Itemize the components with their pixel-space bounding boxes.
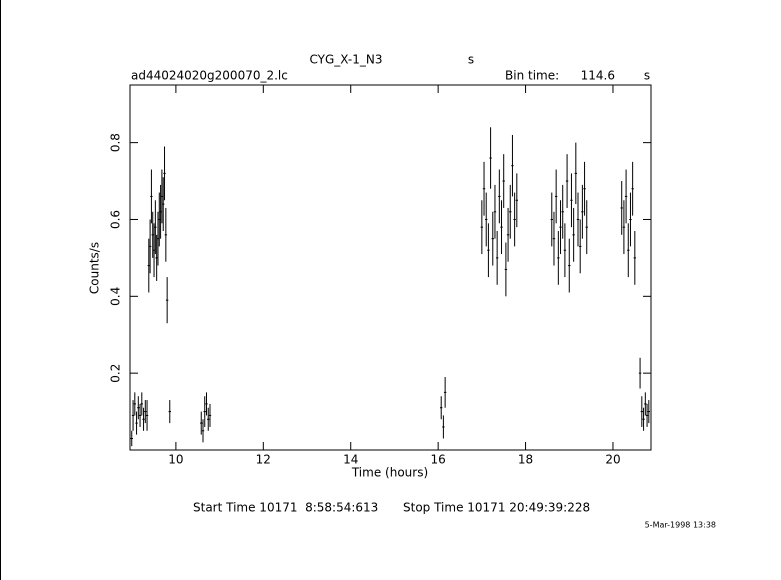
start-time: Start Time 10171 8:58:54:613 bbox=[193, 501, 378, 515]
bin-time: 114.6 bbox=[581, 69, 615, 83]
x-axis-label: Time (hours) bbox=[351, 466, 428, 480]
x-tick-label: 18 bbox=[518, 453, 533, 467]
bin-time-label: Bin time: bbox=[505, 69, 559, 83]
y-tick-label: 0.6 bbox=[109, 210, 123, 229]
x-tick-label: 20 bbox=[605, 453, 620, 467]
y-tick-label: 0.4 bbox=[109, 287, 123, 306]
plot-frame bbox=[129, 84, 652, 451]
y-tick-label: 0.8 bbox=[109, 133, 123, 152]
y-tick-label: 0.2 bbox=[109, 364, 123, 383]
chart-title: CYG_X-1_N3 bbox=[310, 53, 383, 67]
x-tick-label: 12 bbox=[256, 453, 271, 467]
x-tick-label: 14 bbox=[343, 453, 358, 467]
file-name: ad44024020g200070_2.lc bbox=[131, 69, 288, 83]
plot-date: 5-Mar-1998 13:38 bbox=[645, 521, 716, 530]
stop-time: Stop Time 10171 20:49:39:228 bbox=[403, 501, 590, 515]
bin-time-unit: s bbox=[644, 69, 650, 83]
y-axis-label: Counts/s bbox=[88, 242, 102, 294]
title-unit: s bbox=[468, 53, 474, 67]
x-tick-label: 16 bbox=[431, 453, 446, 467]
x-tick-label: 10 bbox=[168, 453, 183, 467]
